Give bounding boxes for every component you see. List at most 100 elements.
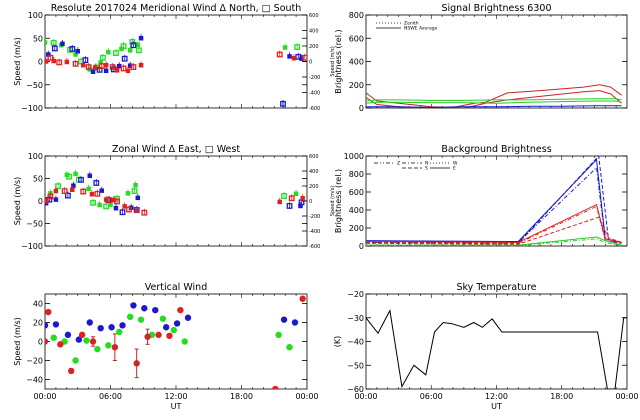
plot-area	[45, 34, 307, 108]
data-point	[64, 331, 72, 339]
y-tick-label: −50	[347, 361, 364, 370]
legend-label: Zenith	[404, 21, 419, 27]
series-red	[45, 185, 305, 216]
data-point	[291, 319, 299, 326]
right-y-tick-label: 200	[309, 184, 319, 190]
plot-area	[45, 170, 305, 216]
data-point	[68, 367, 75, 375]
data-point	[159, 315, 167, 322]
y-tick-label: 600	[349, 34, 364, 43]
series-line-red-upper	[366, 84, 622, 108]
data-point	[94, 345, 101, 353]
data-point	[126, 313, 134, 320]
legend-label: N	[425, 161, 428, 167]
data-point	[45, 322, 49, 329]
data-point	[78, 331, 86, 339]
y-tick-label: 100	[28, 152, 43, 161]
data-point	[86, 319, 93, 326]
y-tick-label: 0	[359, 104, 364, 113]
plot-area	[366, 309, 627, 389]
right-y-tick-label: 400	[309, 29, 319, 35]
series-line-green-1	[366, 236, 622, 246]
x-tick-label: 18:00	[550, 392, 573, 401]
legend-label: W	[453, 161, 458, 167]
y-tick-label: 20	[33, 319, 43, 328]
data-point	[166, 332, 173, 339]
series-line-red-1	[366, 203, 622, 243]
background-brightness-panel: Background Brightness 0 200 400 600 800 1000Br…	[334, 144, 628, 251]
data-point	[170, 326, 178, 334]
y-tick-label: 600	[349, 188, 364, 197]
series-blue	[46, 34, 304, 107]
y-tick-label: −50	[26, 81, 43, 90]
series-blue	[45, 302, 299, 343]
chart-title: Resolute 2017024 Meridional Wind Δ North…	[51, 3, 302, 14]
y-tick-label: 400	[349, 58, 364, 67]
legend-label: Z	[397, 161, 400, 167]
plot-frame	[44, 14, 308, 109]
series-line-green-lower	[366, 100, 622, 104]
data-point	[45, 338, 49, 345]
y-tick-label: 0	[359, 242, 364, 251]
right-y-tick-label: -600	[309, 244, 320, 250]
zonal-wind-panel: Zonal Wind Δ East, □ West −100 −50 0 50 100 Sp…	[13, 144, 336, 251]
data-point	[130, 302, 137, 309]
y-tick-label: −40	[26, 376, 43, 385]
right-y-axis-label: Speed (m/s)	[330, 186, 336, 216]
x-axis-label: UT	[491, 402, 502, 411]
data-point	[52, 321, 60, 328]
data-point	[141, 305, 148, 312]
x-tick-label: 00:00	[33, 392, 56, 401]
data-point	[45, 40, 48, 45]
plot-area	[45, 295, 306, 389]
data-point	[280, 316, 288, 323]
y-tick-label: −100	[21, 242, 43, 251]
y-tick-label: 800	[349, 11, 364, 20]
plot-frame	[365, 155, 628, 247]
y-axis-label: Speed (m/s)	[13, 177, 22, 226]
signal-brightness-panel: Signal Brightness 6300 0 200 400 600 800 Brigh…	[334, 3, 628, 113]
y-tick-label: 200	[349, 81, 364, 90]
series-line-sky-temperature	[366, 309, 627, 389]
data-point	[116, 328, 123, 336]
right-y-tick-label: 400	[309, 169, 319, 175]
series-red	[45, 50, 307, 74]
x-tick-label: 00:00	[295, 392, 318, 401]
series-line-green-2	[366, 238, 622, 246]
data-point	[162, 324, 170, 331]
series-line-blue-2	[366, 166, 622, 244]
y-axis-label: Speed (m/s)	[13, 317, 22, 366]
data-point	[119, 322, 126, 329]
series-line-red-3	[366, 216, 622, 245]
right-y-tick-label: -200	[309, 75, 320, 81]
plot-area	[366, 84, 622, 108]
series-green	[50, 313, 293, 364]
right-y-tick-label: 600	[309, 13, 319, 19]
plot-area	[366, 156, 622, 246]
data-point	[177, 306, 184, 314]
x-tick-label: 00:00	[354, 392, 377, 401]
data-point	[152, 306, 159, 314]
x-tick-label: 00:00	[615, 392, 638, 401]
x-tick-label: 18:00	[230, 392, 253, 401]
y-tick-label: 40	[33, 300, 43, 309]
y-axis-label: Speed (m/s)	[13, 37, 22, 86]
x-axis-label: UT	[171, 402, 182, 411]
data-point	[50, 334, 57, 341]
y-tick-label: −50	[26, 220, 43, 229]
data-point	[97, 325, 104, 332]
data-point	[184, 314, 192, 321]
y-tick-label: 0	[38, 338, 43, 347]
vertical-wind-panel: Vertical Wind −40 −20 0 20 40 00:00 06:00 12:00 1…	[13, 282, 319, 411]
chart-title: Signal Brightness 6300	[441, 3, 551, 14]
chart-title: Vertical Wind	[145, 282, 207, 293]
y-axis-label: Brightness (rel.)	[334, 169, 343, 233]
chart-title: Background Brightness	[441, 144, 551, 155]
y-tick-label: −40	[347, 338, 364, 347]
y-tick-label: −60	[347, 385, 364, 394]
y-axis-label: Brightness (rel.)	[334, 29, 343, 93]
x-tick-label: 06:00	[99, 392, 122, 401]
data-point	[75, 336, 83, 343]
sky-temperature-panel: Sky Temperature −60 −50 −40 −30 −20 00:00 06:00…	[333, 282, 639, 411]
